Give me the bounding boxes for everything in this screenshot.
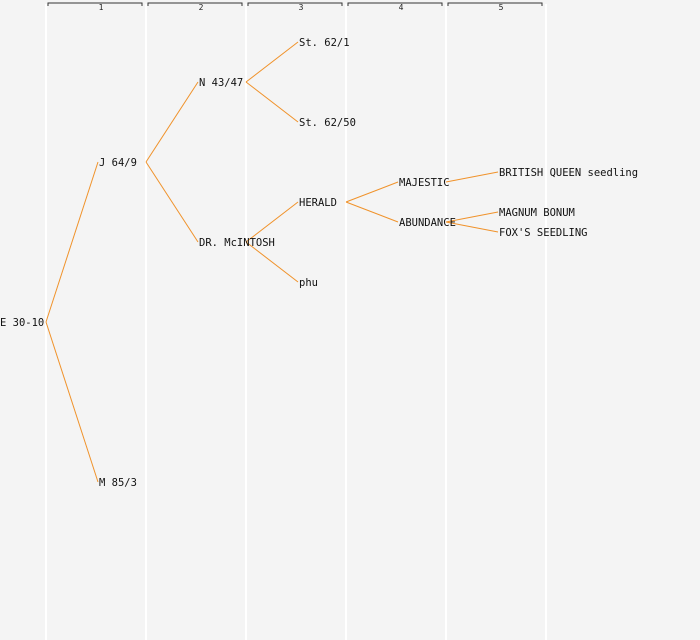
generation-bracket: [47, 2, 143, 6]
node-m: M 85/3: [99, 477, 137, 489]
edge-mcintosh-herald: [245, 201, 299, 243]
edge-j-mcintosh: [145, 161, 199, 243]
node-bq: BRITISH QUEEN seedling: [499, 167, 638, 179]
edge-mcintosh-phu: [245, 241, 299, 283]
node-mb: MAGNUM BONUM: [499, 207, 575, 219]
node-phu: phu: [299, 277, 318, 289]
node-mcintosh: DR. McINTOSH: [199, 237, 275, 249]
generation-number: 3: [299, 3, 304, 12]
edge-herald-majestic: [345, 181, 399, 203]
node-n: N 43/47: [199, 77, 243, 89]
pedigree-edges: [45, 41, 499, 483]
node-herald: HERALD: [299, 197, 337, 209]
generation-bracket: [147, 2, 243, 6]
edge-root-j: [45, 161, 99, 323]
edge-n-st1: [245, 41, 299, 83]
edge-n-st50: [245, 81, 299, 123]
generation-bracket: [247, 2, 343, 6]
generation-columns: [45, 4, 547, 640]
node-st1: St. 62/1: [299, 37, 350, 49]
generation-bracket: [447, 2, 543, 6]
pedigree-labels: E 30-10 J 64/9 M 85/3 N 43/47 DR. McINTOSH St…: [0, 37, 638, 489]
generation-number: 2: [199, 3, 204, 12]
node-st50: St. 62/50: [299, 117, 356, 129]
node-root: E 30-10: [0, 317, 44, 329]
generation-number: 1: [99, 3, 104, 12]
edge-root-m: [45, 321, 99, 483]
generation-number: 5: [499, 3, 504, 12]
edge-herald-abundance: [345, 201, 399, 223]
node-fox: FOX'S SEEDLING: [499, 227, 588, 239]
generation-number: 4: [399, 3, 404, 12]
node-j: J 64/9: [99, 157, 137, 169]
edge-abundance-mb: [445, 211, 499, 223]
generation-header: 1 2 3 4 5: [47, 2, 543, 12]
generation-bracket: [347, 2, 443, 6]
edge-majestic-bq: [445, 171, 499, 183]
edge-abundance-fox: [445, 221, 499, 233]
edge-j-n: [145, 81, 199, 163]
node-majestic: MAJESTIC: [399, 177, 450, 189]
node-abundance: ABUNDANCE: [399, 217, 456, 229]
